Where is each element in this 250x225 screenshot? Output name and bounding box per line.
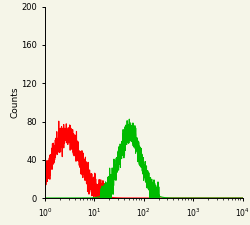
Y-axis label: Counts: Counts — [10, 87, 20, 118]
